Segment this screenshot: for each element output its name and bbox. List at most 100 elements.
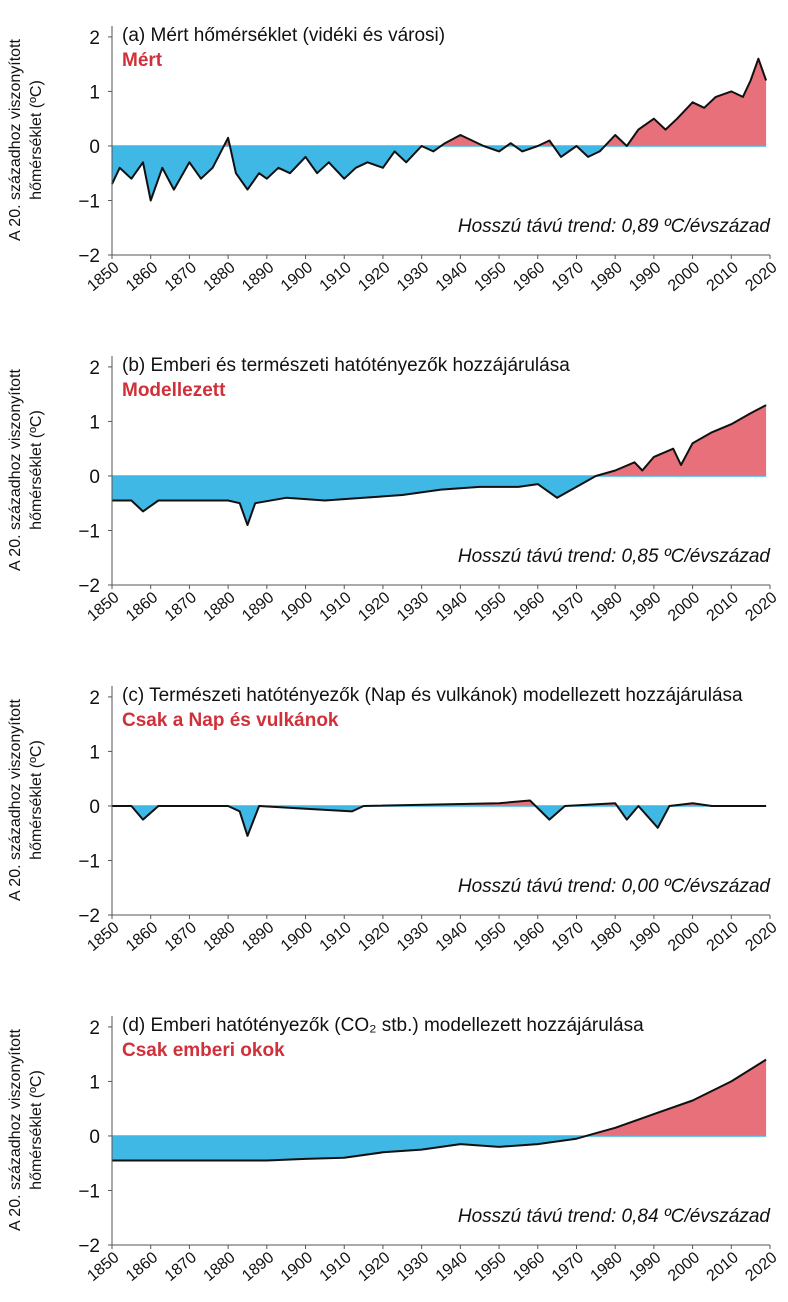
x-tick-label: 1900 [278,919,316,955]
x-tick-label: 1920 [355,259,393,295]
panel-subtitle: Csak a Nap és vulkánok [122,710,339,731]
y-tick-label: 2 [89,28,100,49]
x-tick-label: 1890 [239,1249,277,1285]
panel-subtitle: Modellezett [122,380,226,401]
y-tick-label: 2 [89,1018,100,1039]
x-tick-label: 1940 [433,919,471,955]
y-tick-label: −2 [78,246,100,267]
x-tick-label: 1890 [239,259,277,295]
trend-annotation: Hosszú távú trend: 0,84 ºC/évszázad [457,1206,770,1227]
x-tick-label: 1980 [588,1249,626,1285]
x-tick-label: 1910 [317,259,355,295]
x-tick-label: 2010 [704,919,742,955]
x-tick-label: 2000 [665,589,703,625]
x-tick-label: 1930 [394,919,432,955]
x-tick-label: 1940 [433,589,471,625]
x-tick-label: 1900 [278,1249,316,1285]
y-axis-label: hőmérséklet (ºC) [28,80,45,200]
panel-title: (d) Emberi hatótényezők (CO₂ stb.) model… [122,1015,644,1036]
x-tick-label: 1870 [162,919,200,955]
x-tick-label: 1860 [123,919,161,955]
x-tick-label: 1950 [471,919,509,955]
x-tick-label: 1940 [433,259,471,295]
y-axis-label: A 20. századhoz viszonyított [7,1029,24,1231]
x-tick-label: 1900 [278,589,316,625]
panel-subtitle: Csak emberi okok [122,1040,285,1061]
x-tick-label: 1910 [317,589,355,625]
x-tick-label: 2000 [665,259,703,295]
x-tick-label: 2000 [665,919,703,955]
x-tick-label: 1970 [549,919,587,955]
y-tick-label: 1 [89,412,100,433]
y-tick-label: −2 [78,576,100,597]
x-tick-label: 1960 [510,259,548,295]
x-tick-label: 1980 [588,259,626,295]
x-tick-label: 1990 [626,589,664,625]
panel-heading: (a) Mért hőmérséklet (vidéki és városi) M… [122,24,772,72]
x-tick-label: 1920 [355,589,393,625]
x-tick-label: 1950 [471,1249,509,1285]
x-tick-label: 1910 [317,919,355,955]
y-axis-label: hőmérséklet (ºC) [28,1070,45,1190]
y-tick-label: 1 [89,742,100,763]
x-tick-label: 2020 [742,919,780,955]
x-tick-label: 1870 [162,259,200,295]
data-line [112,1058,767,1162]
y-tick-label: −2 [78,1236,100,1257]
panel-heading: (c) Természeti hatótényezők (Nap és vulk… [122,684,772,732]
y-tick-label: 1 [89,1072,100,1093]
x-tick-label: 1910 [317,1249,355,1285]
x-tick-label: 1920 [355,1249,393,1285]
x-tick-label: 1890 [239,589,277,625]
panel-subtitle: Mért [122,50,163,71]
x-tick-label: 1930 [394,589,432,625]
data-line [111,57,768,202]
x-tick-label: 1970 [549,259,587,295]
y-tick-label: 0 [89,467,100,488]
x-tick-label: 1990 [626,1249,664,1285]
panel-heading: (d) Emberi hatótényezők (CO₂ stb.) model… [122,1014,772,1062]
x-tick-label: 1990 [626,919,664,955]
x-tick-label: 1980 [588,589,626,625]
x-tick-label: 2010 [704,589,742,625]
y-tick-label: −1 [78,521,100,542]
area-negative [112,145,627,201]
x-tick-label: 1880 [200,589,238,625]
x-tick-label: 2020 [742,1249,780,1285]
x-tick-label: 1860 [123,259,161,295]
panel-title: (c) Természeti hatótényezők (Nap és vulk… [122,685,743,706]
y-axis-label: A 20. századhoz viszonyított [7,39,24,241]
x-tick-label: 1900 [278,259,316,295]
x-tick-label: 1970 [549,589,587,625]
x-tick-label: 1950 [471,589,509,625]
x-tick-label: 1950 [471,259,509,295]
x-tick-label: 1930 [394,259,432,295]
y-tick-label: 0 [89,137,100,158]
x-tick-label: 2020 [742,259,780,295]
y-tick-label: 2 [89,358,100,379]
area-negative [112,1135,587,1161]
x-tick-label: 2000 [665,1249,703,1285]
panel-title: (a) Mért hőmérséklet (vidéki és városi) [122,25,446,46]
x-tick-label: 1960 [510,589,548,625]
x-tick-label: 1990 [626,259,664,295]
x-tick-label: 1880 [200,259,238,295]
y-tick-label: −1 [78,191,100,212]
area-positive [112,405,767,476]
x-tick-label: 1940 [433,1249,471,1285]
trend-annotation: Hosszú távú trend: 0,85 ºC/évszázad [457,546,770,567]
area-negative [112,475,596,525]
y-axis-label: A 20. századhoz viszonyított [7,369,24,571]
panel-title: (b) Emberi és természeti hatótényezők ho… [122,355,570,376]
area-positive [112,1059,767,1136]
x-tick-label: 1890 [239,919,277,955]
x-tick-label: 1880 [200,919,238,955]
y-tick-label: −1 [78,1181,100,1202]
x-tick-label: 1970 [549,1249,587,1285]
data-line [112,404,767,526]
y-axis-label: hőmérséklet (ºC) [28,740,45,860]
y-tick-label: 0 [89,797,100,818]
x-tick-label: 1980 [588,919,626,955]
